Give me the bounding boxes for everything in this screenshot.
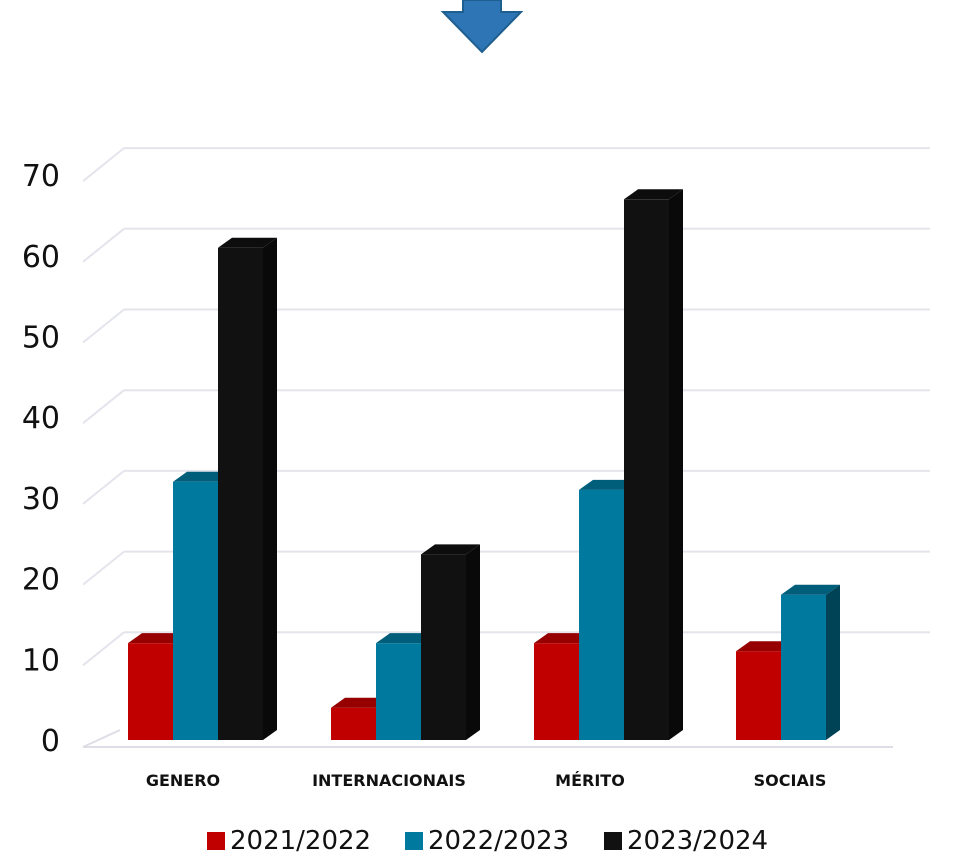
gridline-depth: [82, 308, 125, 344]
x-axis-tick-labels: GENERO INTERNACIONAIS MÉRITO SOCIAIS: [146, 771, 827, 790]
y-tick-label: 60: [22, 240, 60, 275]
bar-top: [534, 633, 593, 644]
y-axis-tick-labels: 0 10 20 30 40 50 60 70: [22, 159, 60, 759]
bar: [421, 544, 480, 740]
y-tick-label: 40: [22, 401, 60, 436]
bar-front: [331, 707, 376, 740]
down-arrow-icon: [440, 0, 524, 54]
legend-swatch: [207, 832, 225, 850]
down-arrow-shape: [440, 0, 524, 54]
bar-top: [218, 237, 277, 248]
bar-top: [579, 479, 638, 490]
bar-top: [736, 641, 795, 652]
y-tick-label: 70: [22, 159, 60, 194]
bar-top: [421, 544, 480, 555]
bar-front: [376, 643, 421, 740]
bar-side: [826, 584, 840, 740]
gridline-depth: [82, 470, 125, 505]
legend-item: 2021/2022: [207, 826, 371, 856]
bar: [173, 471, 232, 740]
bar-top: [376, 633, 435, 644]
bar-front: [421, 554, 466, 740]
bar-top: [173, 471, 232, 482]
bar-front: [534, 643, 579, 740]
bar-top: [624, 189, 683, 200]
gridline-depth: [82, 147, 125, 182]
legend: 2021/2022 2022/2023 2023/2024: [207, 826, 768, 856]
legend-item: 2022/2023: [405, 826, 569, 856]
legend-item: 2023/2024: [604, 826, 768, 856]
bar: [218, 237, 277, 741]
bar-side: [263, 237, 277, 741]
gridline-depth: [82, 550, 125, 586]
bar-side: [466, 544, 480, 740]
y-tick-label: 30: [22, 482, 60, 517]
legend-label: 2021/2022: [230, 826, 371, 856]
y-tick-label: 50: [22, 321, 60, 356]
legend-swatch: [604, 832, 622, 850]
legend-swatch: [405, 832, 423, 850]
bar-top: [781, 584, 840, 595]
bars: [128, 189, 840, 741]
floor-edge: [82, 729, 121, 748]
y-tick-label: 10: [22, 643, 60, 678]
bar-front: [218, 247, 263, 741]
x-tick-label: GENERO: [146, 771, 220, 790]
bar-top: [128, 633, 187, 644]
bar: [781, 584, 840, 740]
bar-front: [579, 489, 624, 740]
legend-label: 2023/2024: [627, 826, 768, 856]
bar: [624, 189, 683, 740]
legend-label: 2022/2023: [428, 826, 569, 856]
bar-top: [331, 697, 390, 708]
gridline-depth: [82, 228, 125, 263]
y-tick-label: 0: [41, 724, 60, 759]
y-tick-label: 20: [22, 563, 60, 598]
bar-front: [781, 594, 826, 740]
bar-front: [128, 643, 173, 740]
gridline-depth: [82, 631, 125, 667]
x-tick-label: MÉRITO: [555, 771, 625, 790]
x-tick-label: SOCIAIS: [754, 771, 827, 790]
bar-front: [624, 199, 669, 740]
bar-front: [173, 481, 218, 740]
x-tick-label: INTERNACIONAIS: [312, 771, 466, 790]
bar-front: [736, 651, 781, 740]
gridline-depth: [82, 389, 125, 424]
bar-side: [669, 189, 683, 740]
